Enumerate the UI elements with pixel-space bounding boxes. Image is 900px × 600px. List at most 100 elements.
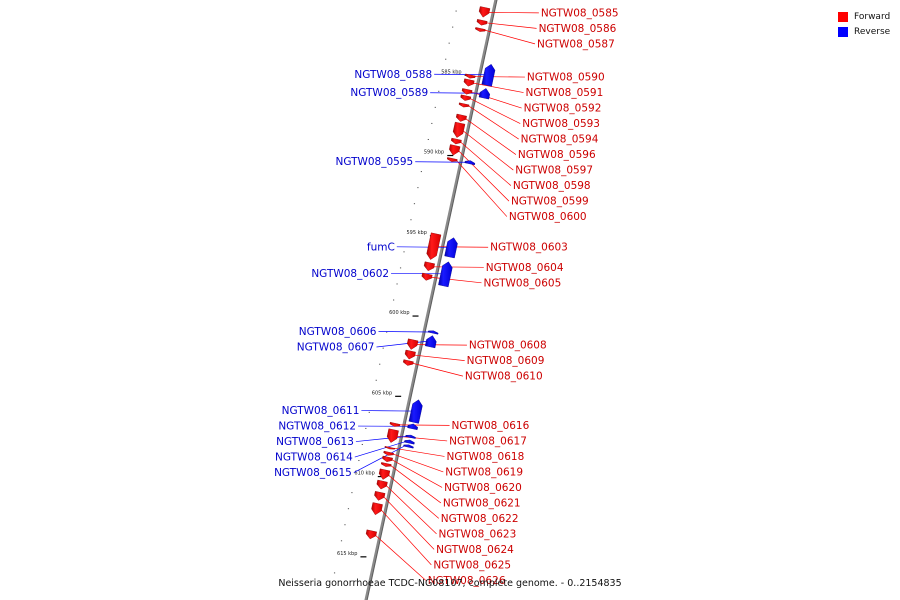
gene-leader-line: [485, 22, 537, 29]
gene-leader-line: [474, 76, 525, 78]
gene-label[interactable]: NGTW08_0586: [539, 23, 617, 35]
gene-leader-line: [393, 447, 445, 457]
reverse-gene-NGTW08_0602[interactable]: [438, 261, 453, 288]
gene-leader-line: [472, 82, 524, 93]
gene-label[interactable]: NGTW08_0609: [467, 355, 545, 367]
reverse-gene-NGTW08_0595[interactable]: [464, 160, 476, 166]
gene-label[interactable]: NGTW08_0614: [275, 452, 353, 464]
gene-label[interactable]: NGTW08_0622: [441, 513, 519, 525]
gene-label[interactable]: fumC: [367, 241, 395, 253]
forward-gene-NGTW08_0594[interactable]: [458, 102, 470, 108]
gene-leader-line: [412, 362, 464, 377]
gene-label[interactable]: NGTW08_0592: [524, 103, 602, 115]
forward-gene-NGTW08_0597[interactable]: [452, 121, 466, 138]
reverse-gene-NGTW08_0614[interactable]: [404, 439, 415, 445]
forward-gene-NGTW08_0609[interactable]: [404, 349, 416, 360]
gene-label[interactable]: NGTW08_0602: [311, 268, 389, 280]
gene-label[interactable]: NGTW08_0597: [515, 165, 593, 177]
gene-label[interactable]: NGTW08_0596: [518, 149, 596, 161]
forward-gene-NGTW08_0598[interactable]: [450, 137, 462, 145]
gene-leader-line: [430, 92, 481, 94]
gene-label[interactable]: NGTW08_0621: [443, 497, 521, 509]
forward-gene-NGTW08_0593[interactable]: [460, 94, 472, 101]
gene-label[interactable]: NGTW08_0598: [513, 180, 591, 192]
forward-gene-NGTW08_0608[interactable]: [406, 338, 419, 350]
gene-label[interactable]: NGTW08_0616: [452, 420, 530, 432]
reverse-gene-NGTW08_0589[interactable]: [478, 88, 491, 100]
gene-label[interactable]: NGTW08_0590: [527, 72, 605, 84]
gene-label[interactable]: NGTW08_0624: [436, 544, 514, 556]
forward-gene-NGTW08_0604[interactable]: [423, 261, 435, 272]
reverse-gene-NGTW08_0615[interactable]: [403, 444, 414, 449]
forward-gene-NGTW08_0603[interactable]: [426, 232, 442, 260]
gene-label[interactable]: NGTW08_0620: [444, 482, 522, 494]
forward-gene-NGTW08_0623[interactable]: [376, 479, 388, 490]
forward-gene-NGTW08_0619[interactable]: [383, 450, 394, 456]
gene-label[interactable]: NGTW08_0589: [350, 87, 428, 99]
forward-gene-NGTW08_0600[interactable]: [446, 157, 458, 162]
gene-leader-line: [398, 424, 450, 426]
gene-label[interactable]: NGTW08_0625: [433, 559, 511, 571]
legend-item-reverse: Reverse: [838, 24, 890, 39]
gene-label[interactable]: NGTW08_0603: [490, 242, 568, 254]
gene-label[interactable]: NGTW08_0605: [484, 277, 562, 289]
forward-gene-NGTW08_0616[interactable]: [389, 421, 401, 427]
legend-label-reverse: Reverse: [854, 26, 891, 37]
forward-gene-NGTW08_0618[interactable]: [384, 446, 396, 450]
forward-gene-NGTW08_0626[interactable]: [365, 529, 377, 540]
forward-gene-NGTW08_0625[interactable]: [371, 502, 383, 516]
gene-label[interactable]: NGTW08_0608: [469, 340, 547, 352]
gene-leader-line: [383, 496, 435, 550]
forward-gene-NGTW08_0621[interactable]: [380, 462, 392, 467]
gene-label[interactable]: NGTW08_0600: [509, 211, 587, 223]
forward-gene-NGTW08_0585[interactable]: [478, 6, 491, 18]
gene-label[interactable]: NGTW08_0615: [274, 467, 352, 479]
reverse-gene-fumC[interactable]: [444, 237, 458, 259]
forward-gene-NGTW08_0622[interactable]: [378, 468, 391, 480]
reverse-gene-NGTW08_0611[interactable]: [408, 399, 423, 424]
gene-label[interactable]: NGTW08_0610: [465, 371, 543, 383]
reverse-gene-NGTW08_0606[interactable]: [427, 330, 439, 335]
gene-leader-line: [361, 410, 413, 412]
genome-caption: Neisseria gonorrhoeae TCDC-NG08107, comp…: [278, 578, 622, 589]
gene-label[interactable]: NGTW08_0613: [276, 436, 354, 448]
gene-label[interactable]: NGTW08_0604: [486, 262, 564, 274]
tick-label: 590 kbp: [424, 150, 444, 156]
forward-gene-NGTW08_0586[interactable]: [476, 19, 488, 26]
gene-label[interactable]: NGTW08_0623: [439, 528, 517, 540]
gene-label[interactable]: NGTW08_0591: [526, 87, 604, 99]
gene-label[interactable]: NGTW08_0595: [335, 156, 413, 168]
gene-label[interactable]: NGTW08_0611: [282, 405, 360, 417]
forward-gene-NGTW08_0592[interactable]: [461, 88, 473, 95]
forward-gene-NGTW08_0617[interactable]: [386, 428, 399, 443]
gene-label[interactable]: NGTW08_0599: [511, 196, 589, 208]
gene-label[interactable]: NGTW08_0607: [297, 342, 375, 354]
forward-gene-NGTW08_0591[interactable]: [463, 78, 475, 87]
gene-label[interactable]: NGTW08_0617: [449, 435, 527, 447]
gene-label[interactable]: NGTW08_0612: [278, 421, 356, 433]
reverse-gene-NGTW08_0612[interactable]: [407, 423, 419, 431]
reverse-gene-NGTW08_0607[interactable]: [424, 335, 437, 349]
reverse-gene-NGTW08_0613[interactable]: [405, 434, 416, 439]
gene-label[interactable]: NGTW08_0594: [521, 134, 599, 146]
forward-gene-NGTW08_0605[interactable]: [421, 272, 433, 281]
forward-gene-NGTW08_0624[interactable]: [374, 491, 386, 501]
forward-gene-NGTW08_0599[interactable]: [449, 144, 461, 156]
gene-label[interactable]: NGTW08_0626: [428, 575, 506, 587]
gene-leader-line: [380, 508, 432, 566]
gene-leader-line: [387, 474, 440, 519]
forward-gene-NGTW08_0620[interactable]: [382, 455, 393, 463]
gene-leader-line: [430, 276, 482, 284]
reverse-gene-NGTW08_0588[interactable]: [481, 64, 496, 87]
gene-label[interactable]: NGTW08_0593: [522, 118, 600, 130]
forward-gene-NGTW08_0590[interactable]: [465, 73, 476, 79]
forward-gene-NGTW08_0596[interactable]: [455, 113, 467, 122]
gene-label[interactable]: NGTW08_0619: [445, 466, 523, 478]
forward-gene-NGTW08_0587[interactable]: [475, 27, 486, 32]
gene-label[interactable]: NGTW08_0587: [537, 38, 615, 50]
gene-label[interactable]: NGTW08_0588: [354, 69, 432, 81]
gene-label[interactable]: NGTW08_0618: [447, 451, 525, 463]
gene-label[interactable]: NGTW08_0606: [299, 326, 377, 338]
forward-gene-NGTW08_0610[interactable]: [402, 359, 414, 366]
gene-label[interactable]: NGTW08_0585: [541, 7, 619, 19]
